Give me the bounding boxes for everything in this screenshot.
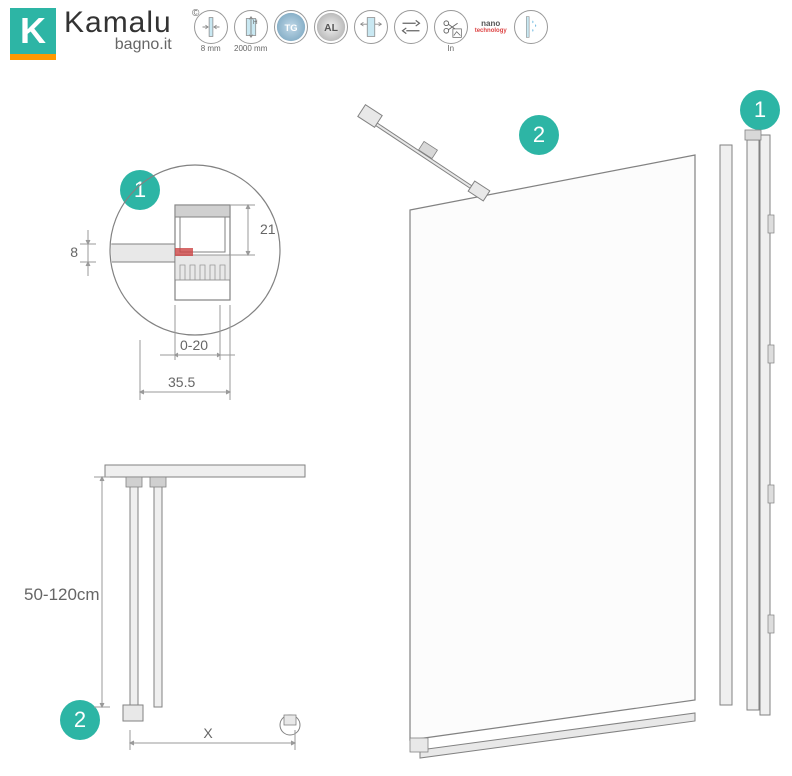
nano-icon: nano technology xyxy=(474,10,508,53)
dim-width-x: X xyxy=(203,725,213,741)
svg-text:TG: TG xyxy=(284,22,297,33)
thickness-icon: 8 mm xyxy=(194,10,228,53)
feat-label: 2000 mm xyxy=(234,45,267,53)
tempered-icon: TG xyxy=(274,10,308,53)
detail-stabilizer-bar: 50-120cm X xyxy=(20,455,310,755)
water-drops-icon xyxy=(514,10,548,53)
logo-letter: K xyxy=(20,10,46,52)
aluminum-icon: AL xyxy=(314,10,348,53)
brand-text: Kamalu bagno.it xyxy=(64,8,172,56)
feat-label: 8 mm xyxy=(201,45,221,53)
dim-profile-w: 35.5 xyxy=(168,374,195,390)
brand-sub: bagno.it xyxy=(115,36,172,54)
main-exploded-panel xyxy=(350,85,780,765)
orange-accent xyxy=(10,54,56,60)
height-icon: H 2000 mm xyxy=(234,10,268,53)
feat-label: In xyxy=(447,45,454,53)
svg-text:AL: AL xyxy=(324,23,338,34)
dim-profile-h: 21 xyxy=(260,221,276,237)
header: K Kamalu bagno.it © 8 mm xyxy=(0,0,792,64)
svg-text:H: H xyxy=(253,19,258,26)
dim-glass-thickness: 8 xyxy=(70,244,78,260)
dim-bar-length: 50-120cm xyxy=(24,585,100,604)
detail-profile-section: 8 21 0-20 35.5 xyxy=(20,160,300,430)
cut-icon: In xyxy=(434,10,468,53)
feature-icon-strip: 8 mm H 2000 mm TG xyxy=(194,10,548,53)
brand-name: Kamalu xyxy=(64,8,172,38)
logo-box: K xyxy=(10,8,56,54)
reversible-icon xyxy=(394,10,428,53)
panel-icon xyxy=(354,10,388,53)
dim-adjust: 0-20 xyxy=(180,337,208,353)
